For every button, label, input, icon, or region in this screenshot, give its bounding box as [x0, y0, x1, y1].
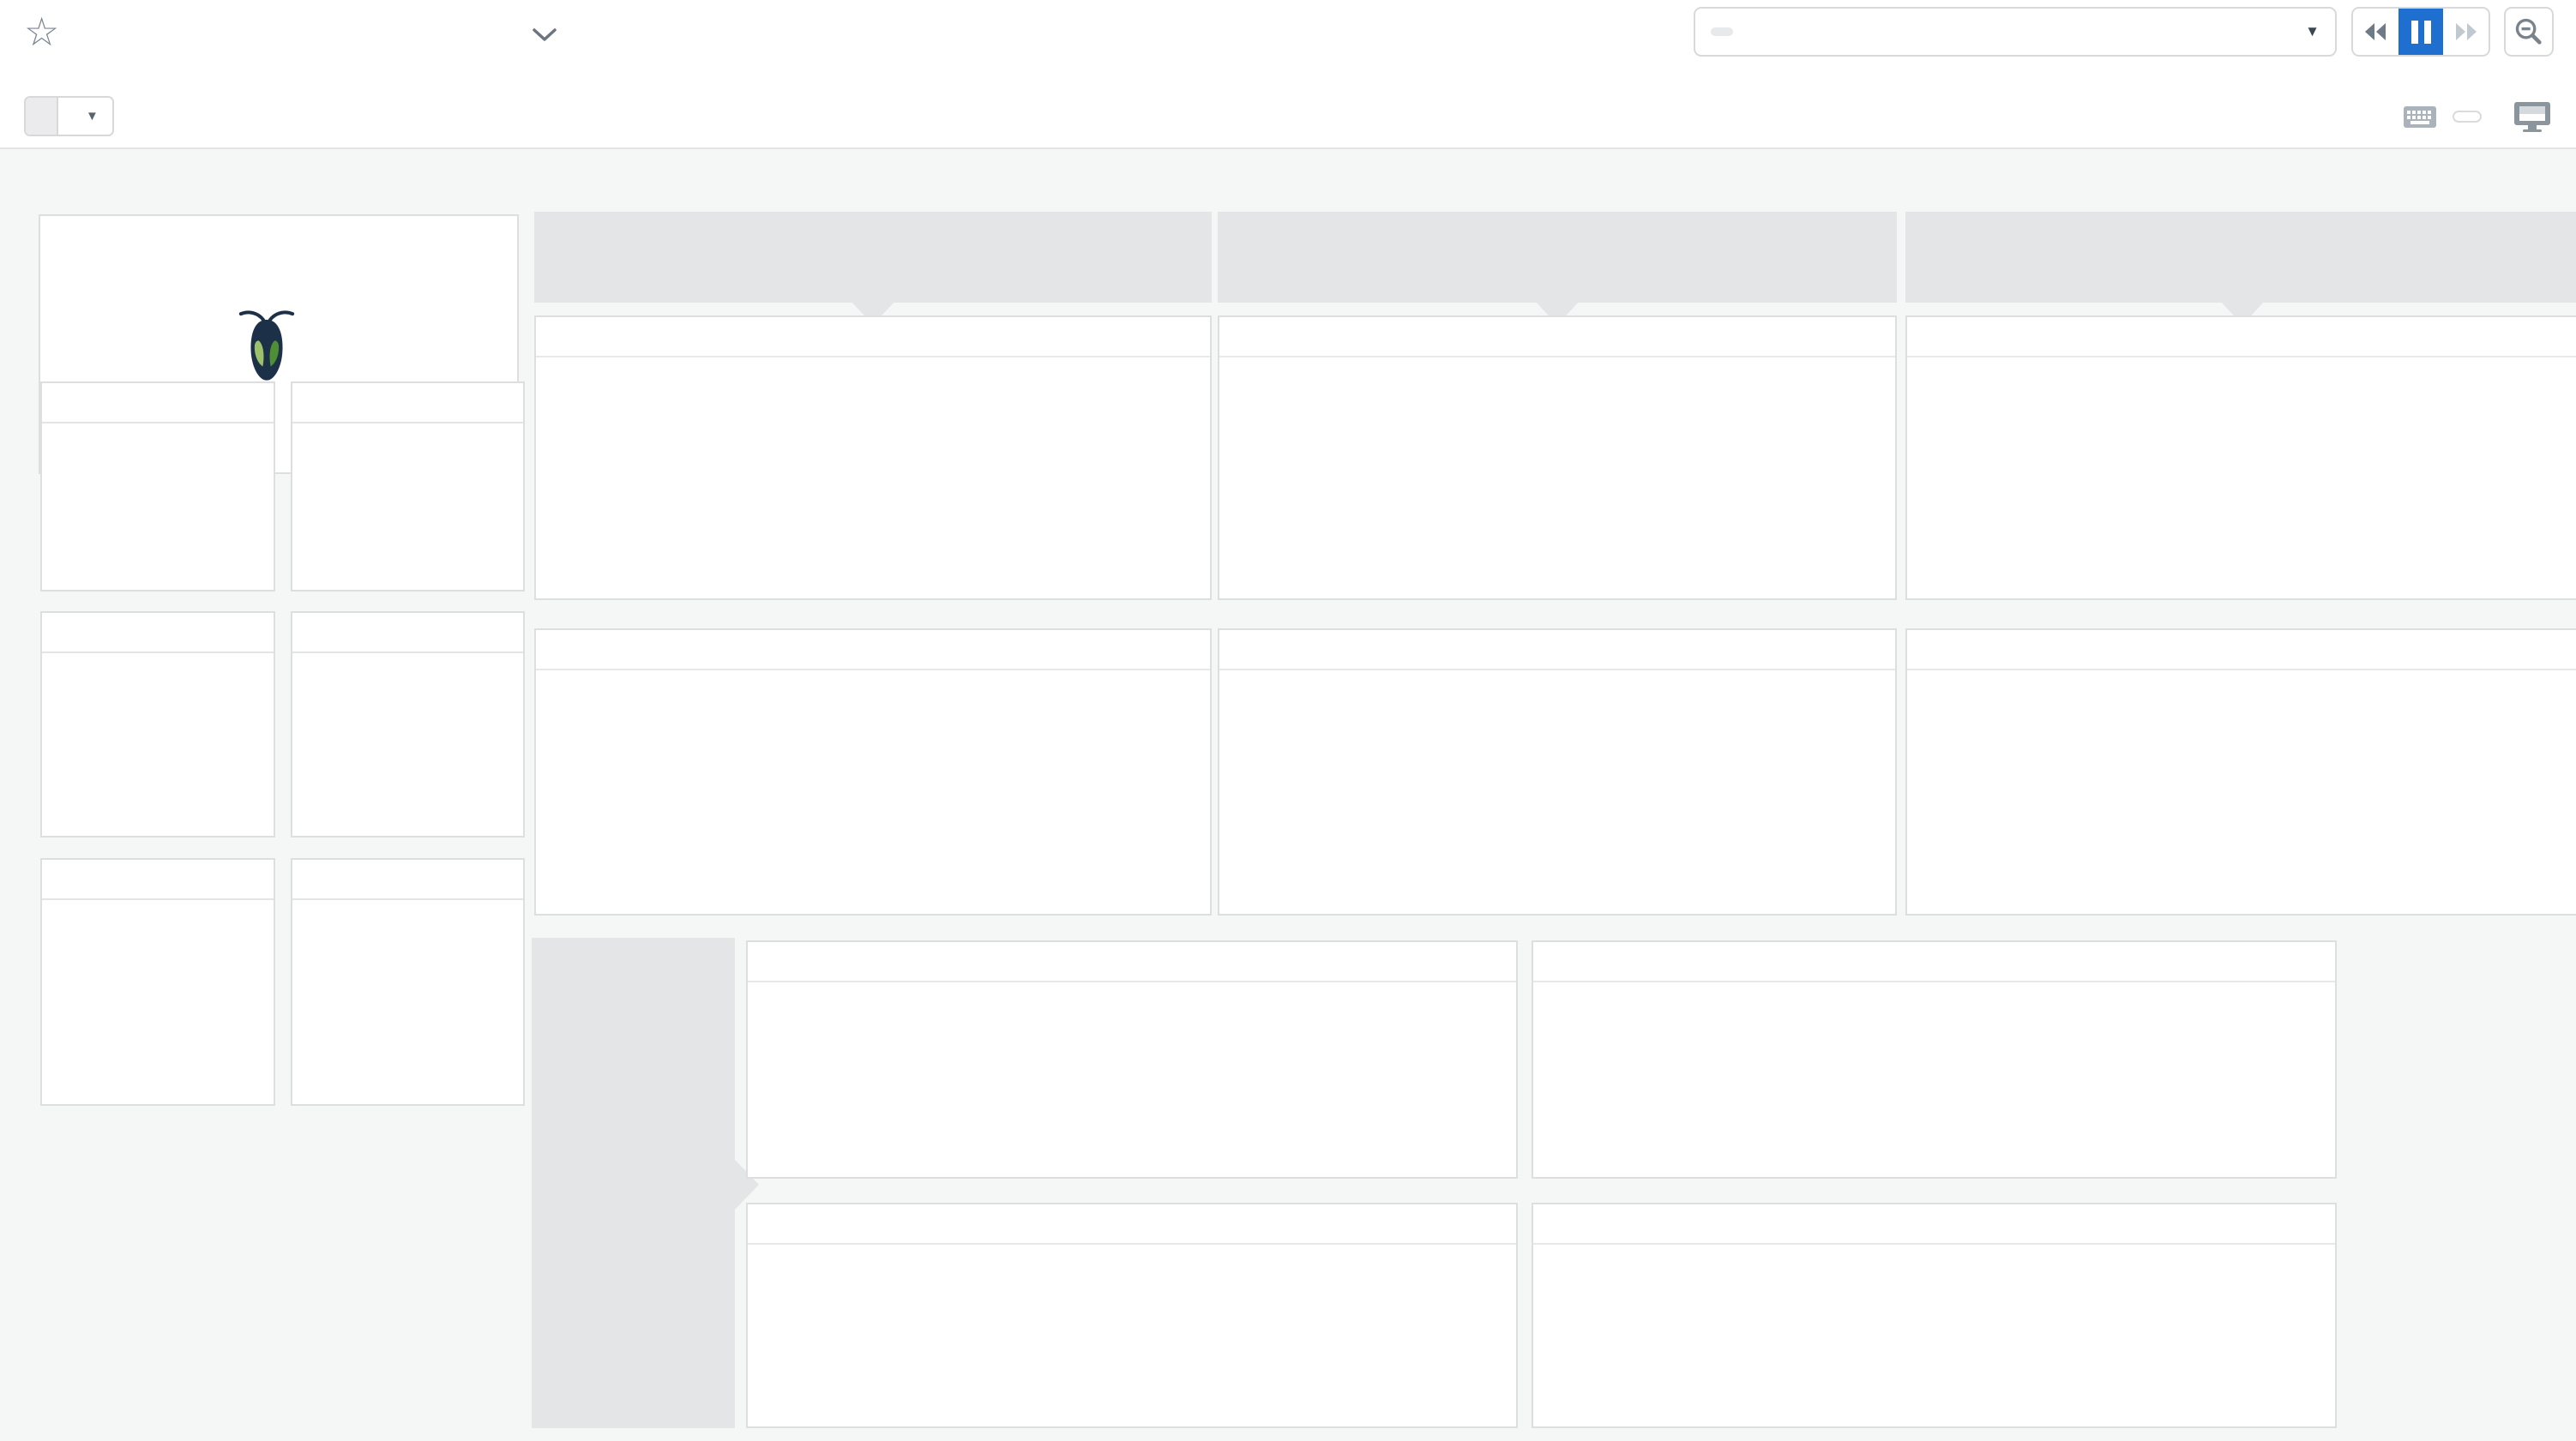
stat-card-kv-pairs: [40, 611, 275, 838]
chart-panel-sql-select-count: [746, 940, 1518, 1179]
group-header-admin-memory[interactable]: [1905, 212, 2576, 303]
stat-card-capacity-available: [40, 381, 275, 591]
stat-label: [292, 860, 523, 900]
fullscreen-monitor-icon[interactable]: [2513, 100, 2552, 133]
keyboard-icon[interactable]: [2403, 105, 2437, 129]
chart-panel-admin-memory-statement: [1905, 315, 2576, 600]
cockroach-bug-icon: [238, 309, 295, 381]
chart-panel-system-cpu: [534, 628, 1212, 916]
pause-button[interactable]: [2398, 9, 2444, 55]
chart-title: [1533, 1204, 2335, 1245]
esc-key-hint: [2453, 111, 2482, 123]
chart-title: [1219, 317, 1895, 357]
top-bar: ☆ ▼: [0, 0, 2576, 86]
sql-update-count-chart[interactable]: [1533, 1245, 2335, 1426]
sql-select-count-chart[interactable]: [748, 982, 1516, 1177]
chart-title: [748, 1204, 1516, 1245]
star-icon[interactable]: ☆: [24, 9, 60, 54]
chart-panel-sql-update-count: [1532, 1203, 2337, 1428]
chart-title: [536, 317, 1210, 357]
scope-variable-name: [26, 98, 57, 135]
chevron-down-icon[interactable]: [532, 27, 557, 47]
sql-service-latency-chart[interactable]: [1219, 357, 1895, 598]
fast-forward-button[interactable]: [2443, 9, 2489, 55]
admin-memory-statement-chart[interactable]: [1907, 357, 2576, 598]
chart-title: [536, 630, 1210, 670]
admin-memory-session-chart[interactable]: [1907, 670, 2576, 914]
fast-forward-icon: [2455, 23, 2477, 40]
time-range-picker[interactable]: ▼: [1694, 7, 2337, 57]
stat-label: [292, 613, 523, 653]
chart-title: [1907, 630, 2576, 670]
group-header-cpu[interactable]: [534, 212, 1212, 303]
rewind-icon: [2365, 23, 2386, 40]
stat-card-capacity-used: [291, 611, 525, 838]
batch-request-latency-chart[interactable]: [1219, 670, 1895, 914]
sql-insert-count-chart[interactable]: [748, 1245, 1516, 1426]
playback-controls: [2351, 7, 2490, 57]
stat-label: [292, 383, 523, 423]
rewind-button[interactable]: [2353, 9, 2398, 55]
chart-title: [1219, 630, 1895, 670]
chart-panel-admin-memory-session: [1905, 628, 2576, 916]
stat-card-total-capacity: [291, 381, 525, 591]
chart-title: [748, 942, 1516, 982]
stat-label: [42, 383, 274, 423]
scope-variable-dropdown[interactable]: ▼: [24, 96, 114, 136]
chart-title: [1907, 317, 2576, 357]
stat-label: [42, 613, 274, 653]
chart-panel-batch-request-latency: [1218, 628, 1897, 916]
stat-label: [42, 860, 274, 900]
chart-panel-sql-service-latency: [1218, 315, 1897, 600]
caret-down-icon: ▼: [86, 109, 99, 123]
zoom-out-button[interactable]: [2504, 7, 2554, 57]
chart-title: [1533, 942, 2335, 982]
chart-panel-current-user-cpu: [534, 315, 1212, 600]
template-variable-bar: ▼: [0, 86, 2576, 149]
current-user-cpu-chart[interactable]: [536, 357, 1210, 598]
group-header-operations[interactable]: [532, 938, 735, 1428]
caret-down-icon: ▼: [2305, 23, 2320, 39]
pause-icon: [2410, 20, 2431, 44]
sql-delete-count-chart[interactable]: [1533, 982, 2335, 1177]
stat-card-sql-connections: [291, 858, 525, 1106]
system-cpu-chart[interactable]: [536, 670, 1210, 914]
zoom-out-icon: [2515, 18, 2542, 45]
stat-card-live-nodes: [40, 858, 275, 1106]
group-header-latency[interactable]: [1218, 212, 1897, 303]
chart-panel-sql-insert-count: [746, 1203, 1518, 1428]
chart-panel-sql-delete-count: [1532, 940, 2337, 1179]
time-range-badge: [1711, 27, 1733, 36]
